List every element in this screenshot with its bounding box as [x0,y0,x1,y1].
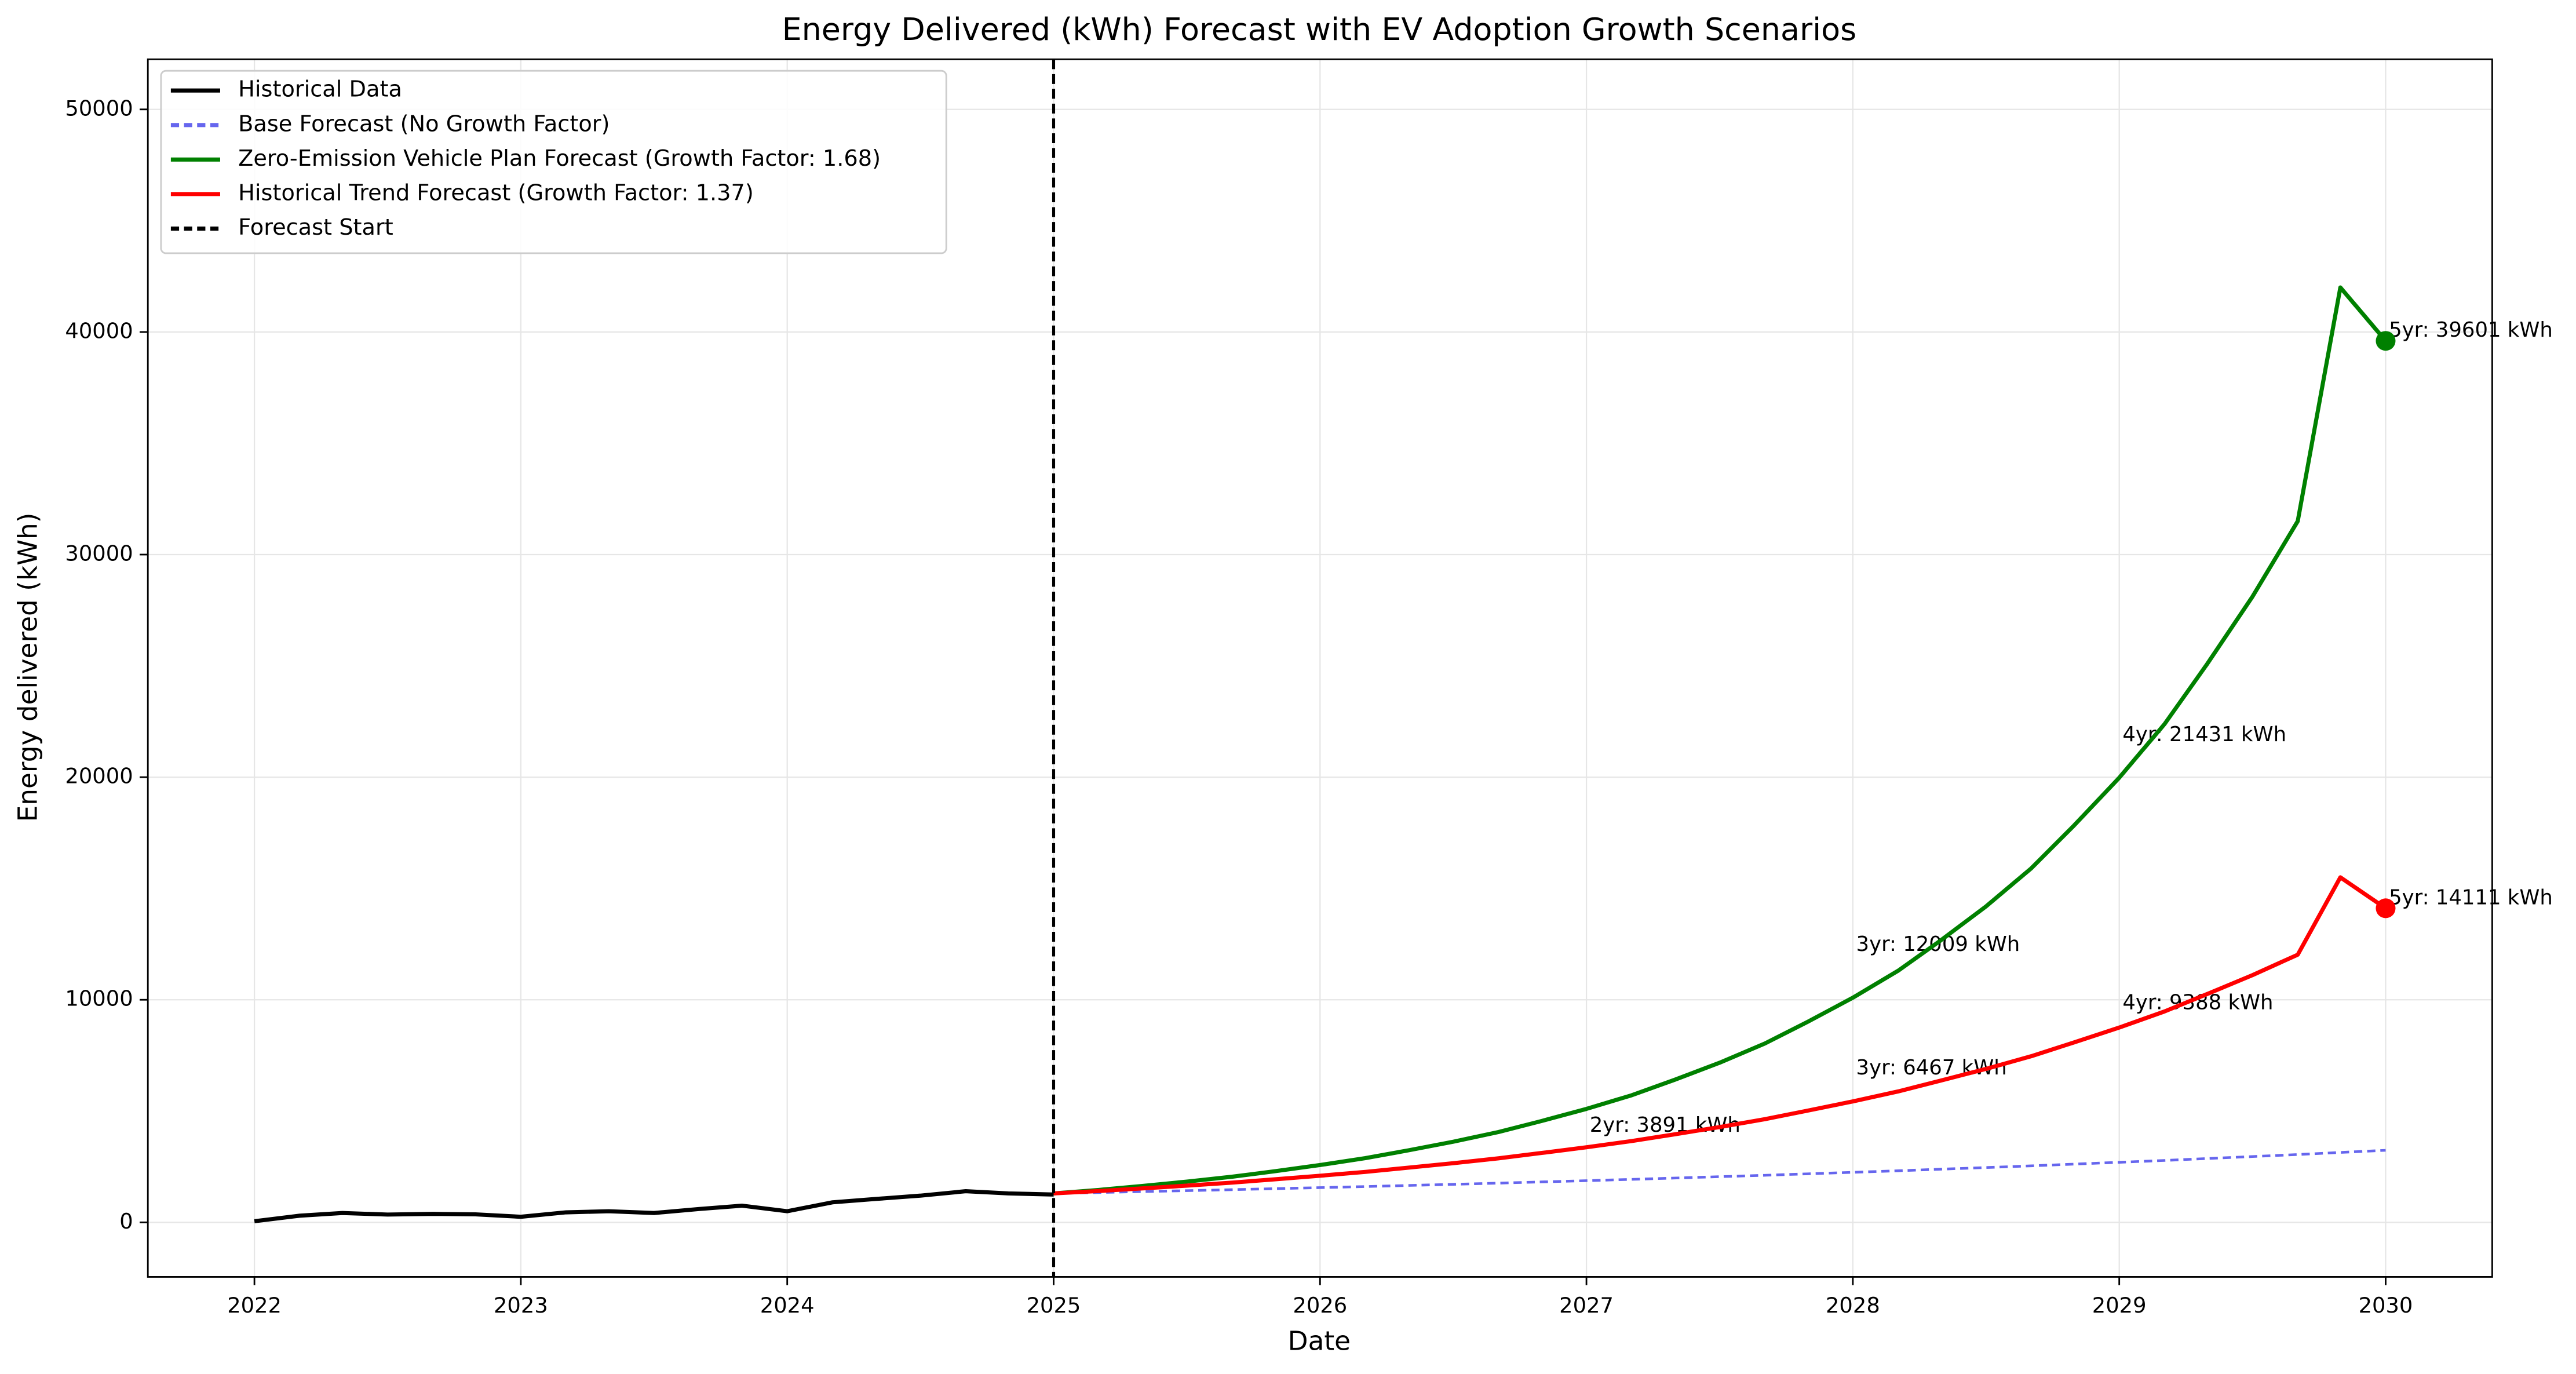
x-tick-label: 2027 [1559,1293,1614,1318]
chart-title: Energy Delivered (kWh) Forecast with EV … [782,11,1857,48]
series-line [1053,1149,2386,1195]
legend-label: Forecast Start [238,214,393,240]
y-tick-label: 0 [119,1209,133,1234]
x-tick-label: 2030 [2359,1293,2413,1318]
x-tick-label: 2024 [760,1293,815,1318]
annotation: 3yr: 6467 kWh [1856,1056,2007,1080]
series-line [254,1189,1054,1223]
x-tick-label: 2028 [1826,1293,1880,1318]
y-tick-label: 30000 [65,541,133,566]
legend-label: Historical Data [238,76,402,103]
y-axis-label: Energy delivered (kWh) [13,513,43,822]
legend-box [160,70,947,254]
x-tick-label: 2026 [1293,1293,1347,1318]
annotation: 2yr: 3891 kWh [1590,1113,1741,1137]
x-axis-label: Date [1288,1325,1351,1356]
annotation-marker [2376,898,2396,919]
legend-label: Base Forecast (No Growth Factor) [238,111,610,137]
annotation-marker [2376,331,2396,351]
legend: Historical Data Base Forecast (No Growth … [160,70,947,254]
series-line [1053,875,2387,1196]
y-tick-label: 10000 [65,986,133,1011]
legend-label: Zero-Emission Vehicle Plan Forecast (Gro… [238,145,881,172]
annotation: 5yr: 39601 kWh [2389,318,2553,342]
y-tick-label: 40000 [65,318,133,343]
x-tick-label: 2025 [1027,1293,1081,1318]
annotation: 4yr: 9388 kWh [2122,991,2273,1015]
legend-label: Historical Trend Forecast (Growth Factor… [238,180,754,206]
plot-frame [147,58,2493,1278]
x-tick-label: 2029 [2092,1293,2147,1318]
x-tick-label: 2022 [227,1293,282,1318]
y-tick-label: 50000 [65,96,133,121]
y-tick-label: 20000 [65,764,133,789]
annotation: 5yr: 14111 kWh [2389,885,2553,909]
series-line [1053,285,2388,1196]
x-tick-label: 2023 [494,1293,548,1318]
